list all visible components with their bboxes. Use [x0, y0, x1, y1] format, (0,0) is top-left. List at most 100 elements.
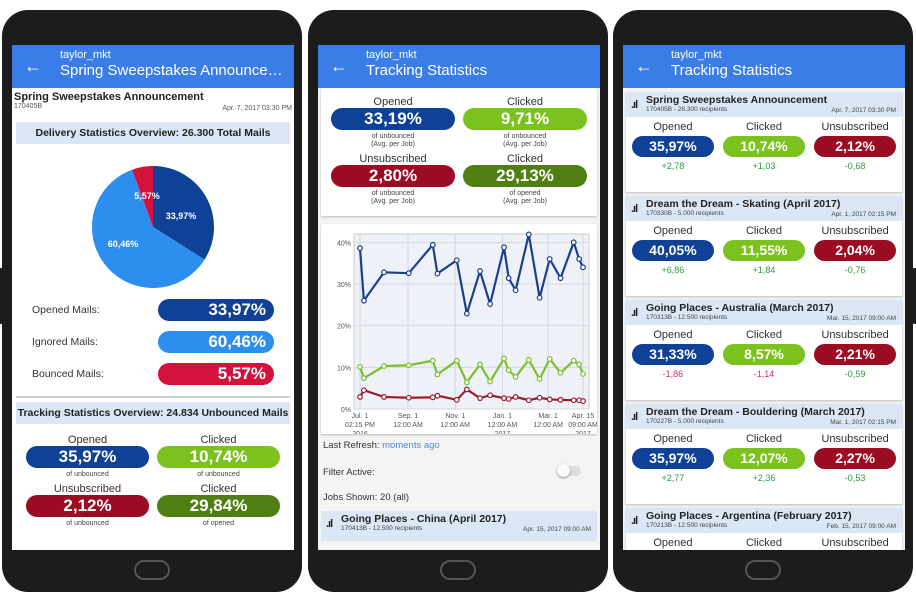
stat-unsubscribed: Unsubscribed 2,12% of unbounced	[26, 483, 149, 528]
data-point	[576, 361, 583, 368]
stat-col: Unsubscribed	[814, 537, 896, 549]
job-date: Mar. 1, 2017 02:15 PM	[830, 419, 896, 426]
app-header: ← taylor_mkt Tracking Statistics	[318, 45, 600, 88]
stat-label: Unsubscribed	[821, 329, 889, 341]
app-header: ← taylor_mkt Tracking Statistics	[623, 45, 905, 88]
job-card[interactable]: .ıl Going Places - Australia (March 2017)…	[626, 300, 902, 400]
phone-job-list: ← taylor_mkt Tracking Statistics .ıl Spri…	[613, 10, 913, 592]
stat-label: Opened	[653, 121, 693, 133]
x-tick-label: Sep. 1	[398, 413, 418, 420]
data-point	[536, 376, 543, 382]
data-point	[463, 379, 470, 386]
stat-label: Unsubscribed	[821, 433, 889, 445]
stat-sub: of unbounced	[371, 190, 415, 197]
data-point	[360, 297, 367, 304]
back-arrow-icon[interactable]: ←	[635, 56, 653, 76]
stat-value-pill: 2,80%	[331, 165, 455, 187]
stat-value-pill: 2,21%	[814, 344, 896, 365]
stat-col: Opened 31,33% -1,86	[632, 329, 714, 379]
data-point	[525, 397, 532, 404]
bar-chart-icon: .ıl	[326, 518, 333, 530]
plot-area	[353, 233, 590, 410]
delivery-value-pill: 60,46%	[158, 331, 274, 353]
stat-sub: of opened	[202, 520, 235, 527]
job-date: Apr. 7, 2017 03:30 PM	[831, 107, 896, 114]
stat-col: Opened	[632, 537, 714, 549]
stat-label: Clicked	[745, 537, 783, 549]
bar-chart-icon: .ıl	[631, 203, 638, 215]
x-tick-label: Apr. 15	[572, 413, 594, 420]
stat-sub: of unbounced	[503, 133, 547, 140]
data-point	[453, 357, 460, 364]
stat-col: Unsubscribed 2,21% -0,59	[814, 329, 896, 379]
stat-delta: -0,53	[844, 473, 866, 483]
header-user: taylor_mkt	[60, 49, 111, 61]
data-point	[434, 392, 441, 399]
job-card[interactable]: .ıl Dream the Dream - Bouldering (March 2…	[626, 404, 902, 504]
stat-label: Unsubscribed	[821, 537, 889, 549]
stat-sub2: (Avg. per Job)	[503, 198, 547, 205]
stat-col: Clicked 11,55% +1,84	[723, 225, 805, 275]
stat-col: Opened 40,05% +6,86	[632, 225, 714, 275]
last-refresh-value: moments ago	[382, 440, 440, 451]
job-date: Apr. 1, 2017 02:15 PM	[831, 211, 896, 218]
job-card-header: .ıl Going Places - Argentina (February 20…	[626, 508, 902, 533]
data-point	[453, 257, 460, 264]
average-stats: Opened 33,19% of unbounced (Avg. per Job) Cl…	[321, 88, 597, 216]
data-point	[557, 396, 564, 403]
data-point	[501, 355, 507, 362]
data-point	[512, 287, 519, 294]
data-point	[357, 364, 363, 370]
job-sub: 170313B - 12.500 recipients	[646, 314, 728, 321]
job-card[interactable]: .ıl Going Places - Argentina (February 20…	[626, 508, 902, 550]
series-line	[358, 234, 584, 314]
x-tick-label: Nov. 1	[445, 413, 465, 420]
job-card[interactable]: .ıl Dream the Dream - Skating (April 2017…	[626, 196, 902, 296]
last-refresh-label: Last Refresh:	[323, 440, 380, 451]
stat-value-pill: 29,84%	[157, 495, 280, 517]
data-point	[487, 301, 493, 307]
data-point	[487, 392, 493, 399]
stat-value-pill: 8,57%	[723, 344, 805, 365]
pie-label: 60,46%	[108, 239, 139, 249]
y-tick-label: 0%	[341, 407, 351, 414]
data-point	[463, 310, 470, 317]
stat-col: Opened 35,97% +2,78	[632, 121, 714, 171]
stat-delta: +2,36	[752, 473, 776, 483]
back-arrow-icon[interactable]: ←	[330, 56, 348, 76]
filter-toggle[interactable]	[557, 464, 581, 477]
job-title: Going Places - Australia (March 2017)	[646, 302, 834, 314]
x-tick-label: 2016	[352, 431, 368, 434]
delivery-value-pill: 33,97%	[158, 299, 274, 321]
stat-col: Unsubscribed 2,12% -0,68	[814, 121, 896, 171]
bar-chart-icon: .ıl	[631, 411, 638, 423]
data-point	[429, 241, 436, 248]
home-button[interactable]	[134, 560, 170, 580]
job-card-header: .ıl Spring Sweepstakes Announcement 170405…	[626, 92, 902, 117]
stat-clicked: Clicked 9,71% of unbounced (Avg. per Job)	[463, 96, 587, 149]
job-card-header: .ıl Going Places - Australia (March 2017)…	[626, 300, 902, 325]
screen: ← taylor_mkt Tracking Statistics .ıl Spri…	[623, 45, 905, 550]
job-card[interactable]: .ıl Spring Sweepstakes Announcement 170405…	[626, 92, 902, 192]
stat-col: Clicked 10,74% +1,03	[723, 121, 805, 171]
job-cards: .ıl Spring Sweepstakes Announcement 170405…	[623, 92, 905, 550]
job-list-item[interactable]: .ıl Going Places - China (April 2017) 17…	[321, 511, 597, 541]
data-point	[580, 398, 586, 404]
stat-opened: Opened 35,97% of unbounced	[26, 434, 149, 479]
home-button[interactable]	[440, 560, 476, 580]
stat-sub2: (Avg. per Job)	[503, 141, 547, 148]
tracking-stats: Opened 35,97% of unbounced Clicked 10,74% of …	[12, 424, 294, 532]
home-button[interactable]	[745, 560, 781, 580]
stat-value-pill: 2,27%	[814, 448, 896, 469]
back-arrow-icon[interactable]: ←	[24, 56, 42, 76]
data-point	[429, 357, 436, 364]
data-point	[381, 394, 387, 400]
data-point	[487, 378, 493, 385]
delivery-rows: Opened Mails: 33,97% Ignored Mails: 60,46% B…	[12, 294, 294, 390]
job-sub: 170330B - 5.000 recipients	[646, 210, 724, 217]
stat-value-pill: 11,55%	[723, 240, 805, 261]
stat-value-pill: 12,07%	[723, 448, 805, 469]
stat-label: Unsubscribed	[359, 153, 427, 165]
phone-tracking-overview: ← taylor_mkt Tracking Statistics Opened 3…	[308, 10, 608, 592]
x-tick-label: 2017	[575, 431, 591, 434]
